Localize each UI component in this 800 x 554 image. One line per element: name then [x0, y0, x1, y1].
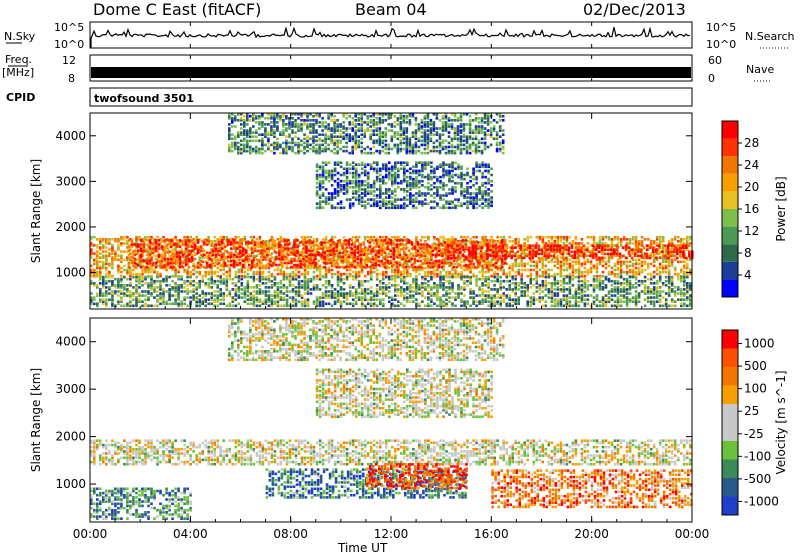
velocity-ytick-0: 1000	[55, 477, 86, 491]
velocity-colorbar-segment	[722, 330, 738, 349]
power-echo-band-3	[90, 275, 692, 308]
power-colorbar-segment	[722, 191, 738, 209]
velocity-ytick-1: 2000	[55, 430, 86, 444]
power-echoes	[90, 112, 694, 308]
velocity-colorbar-segment	[722, 404, 738, 423]
velocity-colorbar-tick-2: 100	[744, 382, 767, 396]
power-ytick-3: 4000	[55, 129, 86, 143]
velocity-echoes	[90, 317, 693, 520]
power-colorbar-segment	[722, 226, 738, 245]
velocity-ylabel: Slant Range [km]	[29, 368, 43, 472]
velocity-colorbar-tick-3: 25	[744, 404, 759, 418]
power-colorbar-segment	[722, 156, 738, 174]
x-tick-6: 00:00	[675, 527, 710, 541]
nsearch-label: N.Search	[745, 30, 795, 43]
power-colorbar-segment	[722, 209, 738, 227]
velocity-colorbar-segment	[722, 385, 738, 404]
power-colorbar-segment	[722, 244, 738, 262]
velocity-colorbar-tick-1: 500	[744, 359, 767, 373]
x-tick-4: 16:00	[474, 527, 509, 541]
nave-label: Nave	[746, 63, 774, 76]
station-title: Dome C East (fitACF)	[93, 0, 261, 19]
velocity-colorbar-tick-0: 1000	[744, 337, 775, 351]
cpid-strip	[89, 87, 693, 107]
velocity-echo-band-3	[491, 469, 693, 509]
nsearch-bottom-tick: 10^0	[706, 38, 736, 51]
freq-label: Freq.	[5, 53, 32, 66]
power-colorbar-tick-3: 16	[744, 202, 759, 216]
power-colorbar-tick-1: 8	[744, 246, 752, 260]
power-colorbar-segment	[722, 138, 738, 157]
freq-unit-label: [MHz]	[2, 66, 34, 79]
power-ylabel: Slant Range [km]	[29, 159, 43, 263]
nsky-top-tick: 10^5	[54, 21, 84, 34]
velocity-colorbar-tick-7: -1000	[744, 494, 779, 508]
power-echo-band-4	[228, 112, 505, 155]
beam-title: Beam 04	[355, 0, 427, 19]
date-title: 02/Dec/2013	[583, 0, 686, 19]
freq-bottom-tick: 8	[68, 72, 75, 85]
velocity-echo-band-0	[90, 439, 692, 466]
power-ytick-1: 2000	[55, 220, 86, 234]
x-tick-3: 12:00	[374, 527, 409, 541]
power-colorbar-tick-5: 24	[744, 158, 759, 172]
velocity-ytick-3: 4000	[55, 335, 86, 349]
power-ytick-0: 1000	[55, 266, 86, 280]
power-colorbar-tick-2: 12	[744, 224, 759, 238]
power-colorbar-segment	[722, 279, 738, 297]
nave-top-tick: 60	[708, 54, 722, 67]
x-tick-5: 20:00	[574, 527, 609, 541]
velocity-colorbar-segment	[722, 496, 738, 515]
nsky-bottom-tick: 10^0	[54, 38, 84, 51]
velocity-ytick-2: 3000	[55, 382, 86, 396]
power-colorbar-segment	[722, 121, 738, 139]
velocity-colorbar-tick-4: -25	[744, 427, 764, 441]
power-echo-band-2	[441, 244, 694, 260]
velocity-colorbar-tick-6: -500	[744, 472, 771, 486]
power-echo-band-5	[315, 161, 493, 210]
x-tick-2: 08:00	[273, 527, 308, 541]
power-ytick-2: 3000	[55, 174, 86, 188]
velocity-colorbar-label: Velocity [m s^-1]	[774, 370, 788, 474]
nsearch-top-tick: 10^5	[706, 21, 736, 34]
velocity-colorbar-tick-5: -100	[744, 449, 771, 463]
velocity-echo-band-2	[365, 463, 468, 490]
x-tick-1: 04:00	[173, 527, 208, 541]
nave-bottom-tick: 0	[708, 72, 715, 85]
power-colorbar-tick-6: 28	[744, 136, 759, 150]
power-colorbar-segment	[722, 173, 738, 192]
power-colorbar-label: Power [dB]	[774, 176, 788, 241]
power-echo-band-1	[127, 239, 507, 269]
power-colorbar-tick-0: 4	[744, 268, 752, 282]
velocity-colorbar-segment	[722, 478, 738, 497]
nsky-label: N.Sky	[4, 30, 36, 43]
freq-band	[91, 67, 691, 78]
power-colorbar-tick-4: 20	[744, 180, 759, 194]
velocity-colorbar-segment	[722, 348, 738, 367]
velocity-colorbar-segment	[722, 459, 738, 478]
nsky-trace	[90, 26, 691, 48]
velocity-echo-band-5	[228, 317, 505, 362]
velocity-colorbar-segment	[722, 441, 738, 460]
freq-top-tick: 12	[62, 54, 76, 67]
x-axis-label: Time UT	[337, 541, 388, 554]
cpid-label: CPID	[6, 91, 35, 104]
velocity-echo-band-4	[90, 487, 192, 520]
velocity-colorbar-segment	[722, 422, 738, 441]
velocity-colorbar-segment	[722, 367, 738, 386]
cpid-value: twofsound 3501	[94, 92, 194, 105]
x-tick-0: 00:00	[73, 527, 108, 541]
velocity-echo-band-6	[315, 368, 493, 418]
power-colorbar-segment	[722, 261, 738, 280]
